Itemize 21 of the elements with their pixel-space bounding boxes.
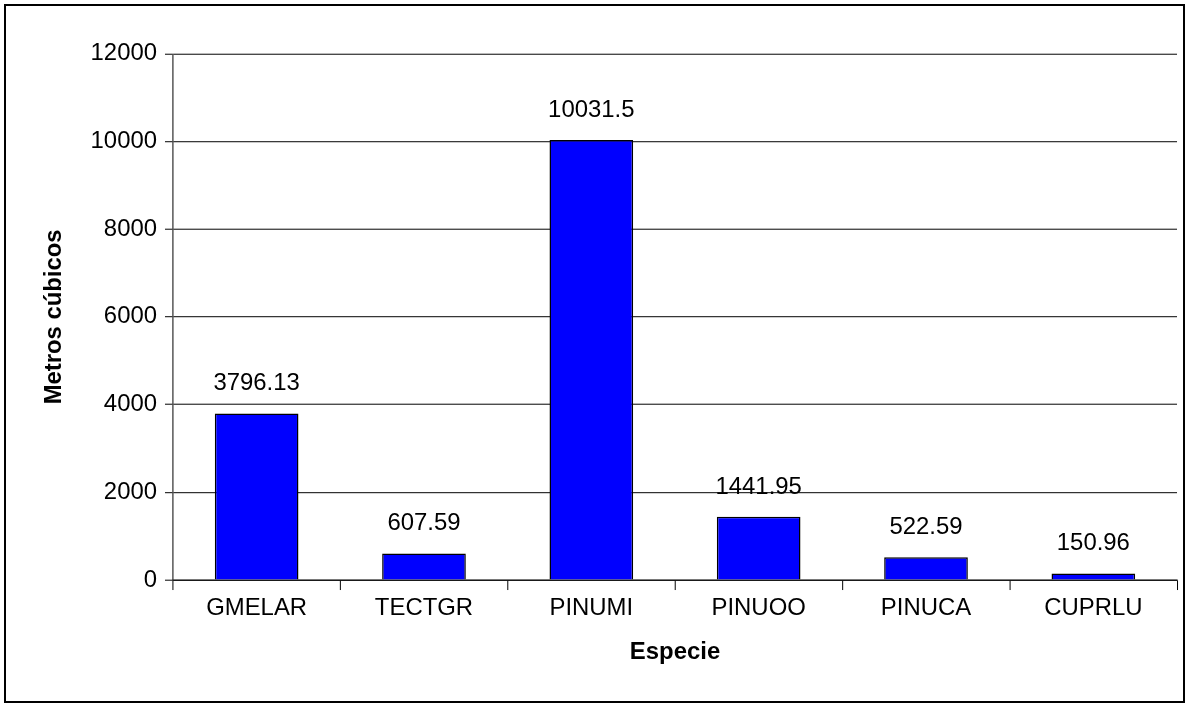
- y-tick-label: 8000: [103, 213, 158, 241]
- y-tick-label: 10000: [90, 126, 158, 154]
- data-label: 10031.5: [548, 94, 635, 122]
- y-tick-label: 6000: [103, 301, 158, 329]
- data-label: 3796.13: [213, 368, 300, 396]
- x-tick-label: PINUMI: [549, 592, 634, 620]
- x-axis-title: Especie: [629, 637, 721, 665]
- x-tick-label: GMELAR: [206, 592, 308, 620]
- data-label: 150.96: [1056, 528, 1130, 556]
- data-label: 522.59: [889, 511, 963, 539]
- y-tick-label: 2000: [103, 476, 158, 504]
- y-tick-label: 4000: [103, 389, 158, 417]
- x-tick-label: CUPRLU: [1044, 592, 1143, 620]
- x-tick-label: PINUCA: [880, 592, 972, 620]
- data-label: 1441.95: [715, 471, 802, 499]
- x-tick-label: PINUOO: [711, 592, 806, 620]
- x-tick-label: TECTGR: [374, 592, 474, 620]
- y-tick-label: 0: [143, 564, 158, 592]
- data-label: 607.59: [387, 508, 461, 536]
- y-axis-title: Metros cúbicos: [38, 229, 66, 405]
- y-tick-label: 12000: [90, 38, 158, 66]
